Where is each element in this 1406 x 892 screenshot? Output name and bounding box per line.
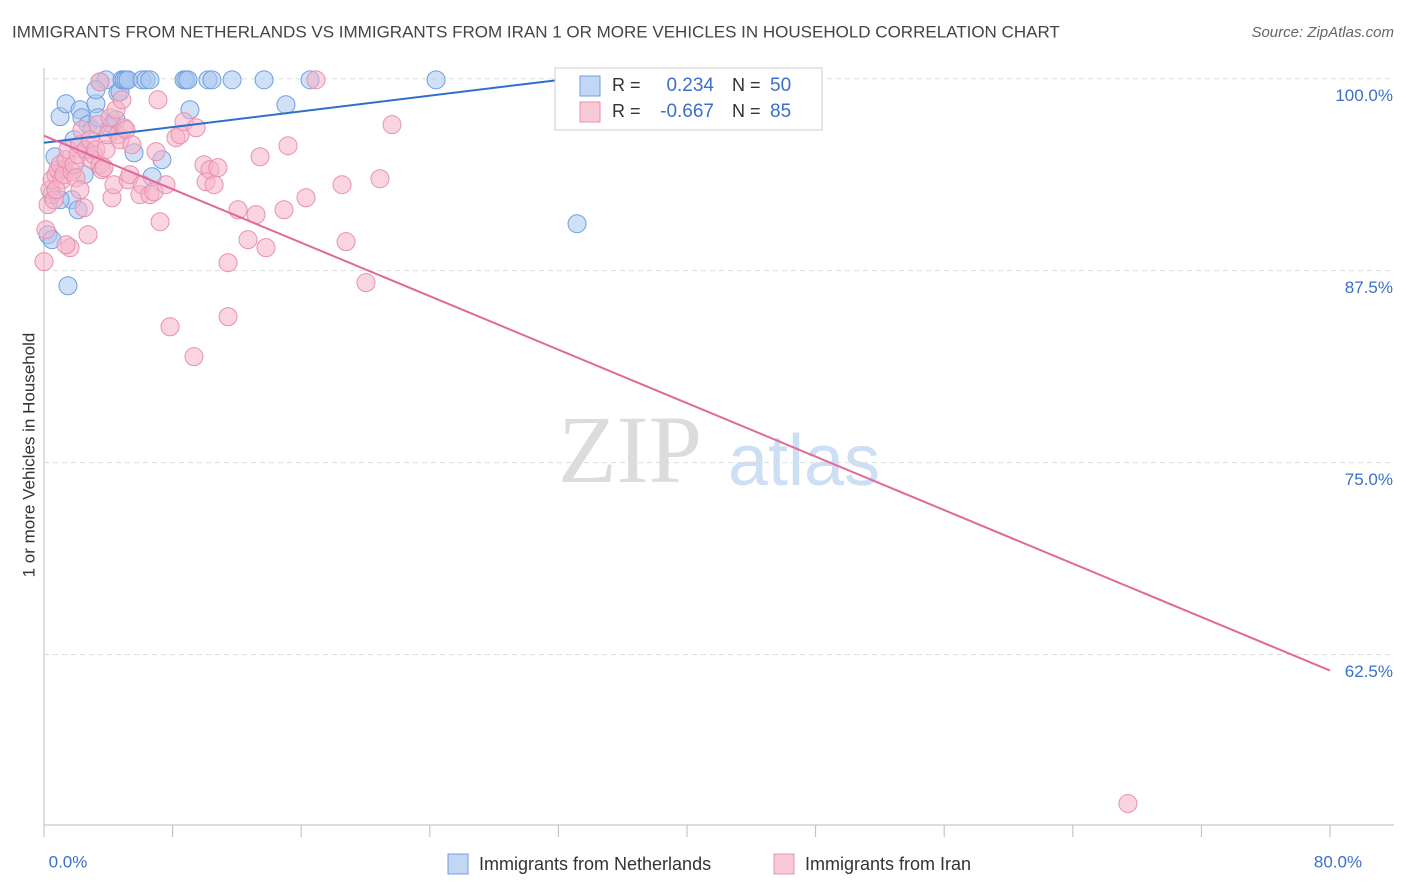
point [218,253,238,273]
x-tick-label: 0.0% [49,852,88,871]
point [332,175,352,195]
point [306,70,326,90]
point [256,238,276,258]
y-tick-label: 62.5% [1345,662,1393,681]
point [336,232,356,252]
legend-swatch [447,853,469,875]
point [56,235,76,255]
point [382,115,402,135]
y-axis-title: 1 or more Vehicles in Household [19,333,38,578]
point [36,220,56,240]
y-tick-label: 87.5% [1345,278,1393,297]
point [356,273,376,293]
point [34,252,54,272]
point [46,180,66,200]
chart-title: IMMIGRANTS FROM NETHERLANDS VS IMMIGRANT… [12,22,1060,41]
point [178,70,198,90]
legend-swatch [773,853,795,875]
point [370,169,390,189]
legend-n-value: 50 [770,75,791,96]
point [250,147,270,167]
y-tick-label: 75.0% [1345,470,1393,489]
point [278,136,298,156]
watermark: ZIP [558,396,702,503]
point [146,142,166,162]
legend-r-value: 0.234 [666,75,714,96]
point [122,135,142,155]
point [276,95,296,115]
legend-n-label: N = [732,75,761,95]
legend-r-label: R = [612,101,641,121]
legend-label: Immigrants from Netherlands [479,854,711,874]
legend-n-label: N = [732,101,761,121]
legend-label: Immigrants from Iran [805,854,971,874]
point [184,347,204,367]
legend-r-label: R = [612,75,641,95]
point [218,307,238,327]
point [58,276,78,296]
point [204,175,224,195]
point [567,214,587,234]
watermark: atlas [728,421,880,501]
legend-swatch [579,101,601,123]
legend-swatch [579,75,601,97]
point [186,118,206,138]
point [208,158,228,178]
legend-r-value: -0.667 [660,101,714,122]
x-tick-label: 80.0% [1314,852,1362,871]
point [148,90,168,110]
point [296,188,316,208]
point [238,230,258,250]
point [202,70,222,90]
point [274,200,294,220]
y-tick-label: 100.0% [1335,86,1393,105]
source: Source: ZipAtlas.com [1251,24,1394,41]
point [74,198,94,218]
legend-n-value: 85 [770,101,791,122]
point [140,70,160,90]
point [426,70,446,90]
point [90,72,110,92]
point [112,90,132,110]
point [254,70,274,90]
trend-line [43,78,561,144]
point [1118,794,1138,814]
point [78,225,98,245]
trend-line [43,134,1331,672]
point [70,180,90,200]
point [160,317,180,337]
point [150,212,170,232]
point [222,70,242,90]
